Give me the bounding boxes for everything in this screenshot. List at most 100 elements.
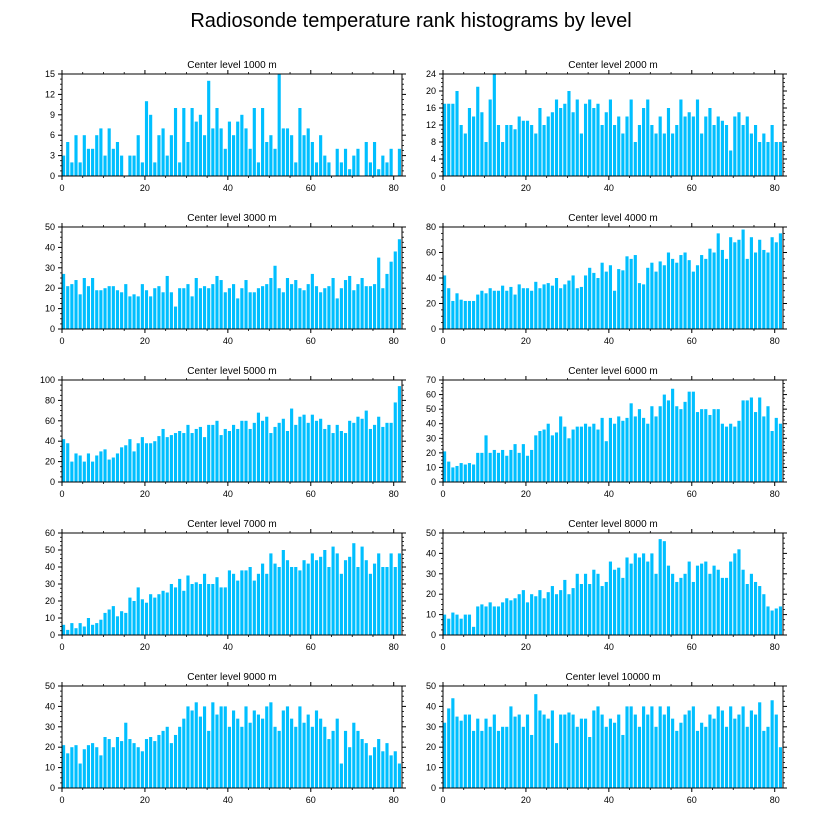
bar xyxy=(178,726,182,788)
x-tick-label: 0 xyxy=(59,489,64,499)
x-tick-label: 20 xyxy=(140,642,150,652)
y-tick-label: 60 xyxy=(426,248,436,258)
bar xyxy=(463,133,467,176)
bar xyxy=(509,706,513,788)
bar xyxy=(265,284,269,329)
bar xyxy=(169,743,173,788)
bar xyxy=(86,745,91,788)
bar xyxy=(758,239,762,329)
bar xyxy=(273,563,277,635)
bar xyxy=(194,428,198,482)
bar xyxy=(758,397,762,482)
bar xyxy=(695,565,700,635)
bar xyxy=(758,702,762,788)
bar xyxy=(455,716,459,788)
bar xyxy=(389,422,393,482)
bar xyxy=(700,563,704,635)
bar xyxy=(708,248,712,329)
x-tick-label: 60 xyxy=(306,642,316,652)
bar xyxy=(447,618,451,635)
bar xyxy=(683,401,687,482)
bar xyxy=(389,755,393,788)
bar xyxy=(451,467,455,482)
bar xyxy=(261,108,265,176)
bar xyxy=(695,99,700,176)
bar xyxy=(78,763,82,788)
bar xyxy=(62,273,66,329)
bar xyxy=(646,714,650,788)
bar xyxy=(613,423,617,482)
bar xyxy=(153,441,157,482)
panel-title: Center level 10000 m xyxy=(565,672,660,683)
bar xyxy=(505,290,509,329)
bar xyxy=(232,284,236,329)
bar xyxy=(215,275,219,329)
bar xyxy=(107,286,111,329)
bar xyxy=(459,125,463,176)
bar xyxy=(111,747,115,788)
bar xyxy=(227,431,231,482)
bar xyxy=(588,99,592,176)
bar xyxy=(294,567,298,635)
bar xyxy=(559,288,563,329)
bar xyxy=(252,108,256,176)
bar xyxy=(157,436,161,482)
bar xyxy=(86,286,91,329)
panel-5: Center level 5000 m 0 20 40 60 80 100 0 20 40 60 80 xyxy=(40,366,406,499)
bar xyxy=(111,286,115,329)
bar xyxy=(236,298,240,329)
x-tick-label: 40 xyxy=(604,642,614,652)
y-tick-label: 30 xyxy=(45,263,55,273)
bar xyxy=(211,284,215,329)
bar xyxy=(352,155,356,176)
bar xyxy=(368,286,372,329)
bar xyxy=(319,292,323,329)
y-tick-label: 10 xyxy=(426,763,436,773)
bar xyxy=(227,726,231,788)
bar xyxy=(596,103,600,176)
bar xyxy=(538,710,542,788)
x-tick-label: 60 xyxy=(687,489,697,499)
panel-4: Center level 4000 m 0 20 40 60 80 0 20 40 60 80 xyxy=(426,213,787,346)
bar xyxy=(608,417,612,482)
bar xyxy=(343,148,348,176)
bar xyxy=(377,416,381,482)
bar xyxy=(277,730,281,788)
bar xyxy=(770,431,774,482)
bar xyxy=(637,557,642,635)
bar xyxy=(766,142,770,176)
y-tick-label: 0 xyxy=(431,783,436,793)
bar xyxy=(488,602,492,635)
bar xyxy=(202,437,207,482)
bar xyxy=(679,255,683,329)
bar xyxy=(467,463,472,482)
bar xyxy=(546,592,550,635)
y-tick-label: 0 xyxy=(50,324,55,334)
x-tick-label: 60 xyxy=(687,183,697,193)
bar xyxy=(463,464,467,482)
bar xyxy=(372,424,377,482)
bar xyxy=(451,103,455,176)
bar xyxy=(455,465,459,482)
bar xyxy=(724,426,729,482)
bar xyxy=(202,706,207,788)
bar xyxy=(397,148,401,176)
panel-10: Center level 10000 m 0 10 20 30 40 50 0 20 40 60 80 xyxy=(426,672,787,805)
bar xyxy=(136,587,140,635)
bar xyxy=(762,133,766,176)
bar xyxy=(563,714,567,788)
bar xyxy=(492,714,496,788)
bar xyxy=(720,120,724,176)
bar xyxy=(496,606,501,635)
bar xyxy=(633,714,637,788)
bar xyxy=(178,288,182,329)
bar xyxy=(248,148,252,176)
bar xyxy=(575,426,579,482)
bar xyxy=(459,720,463,788)
bar xyxy=(381,426,385,482)
bar xyxy=(78,455,82,482)
bar xyxy=(103,612,107,635)
bar xyxy=(144,443,149,482)
bar xyxy=(348,275,352,329)
